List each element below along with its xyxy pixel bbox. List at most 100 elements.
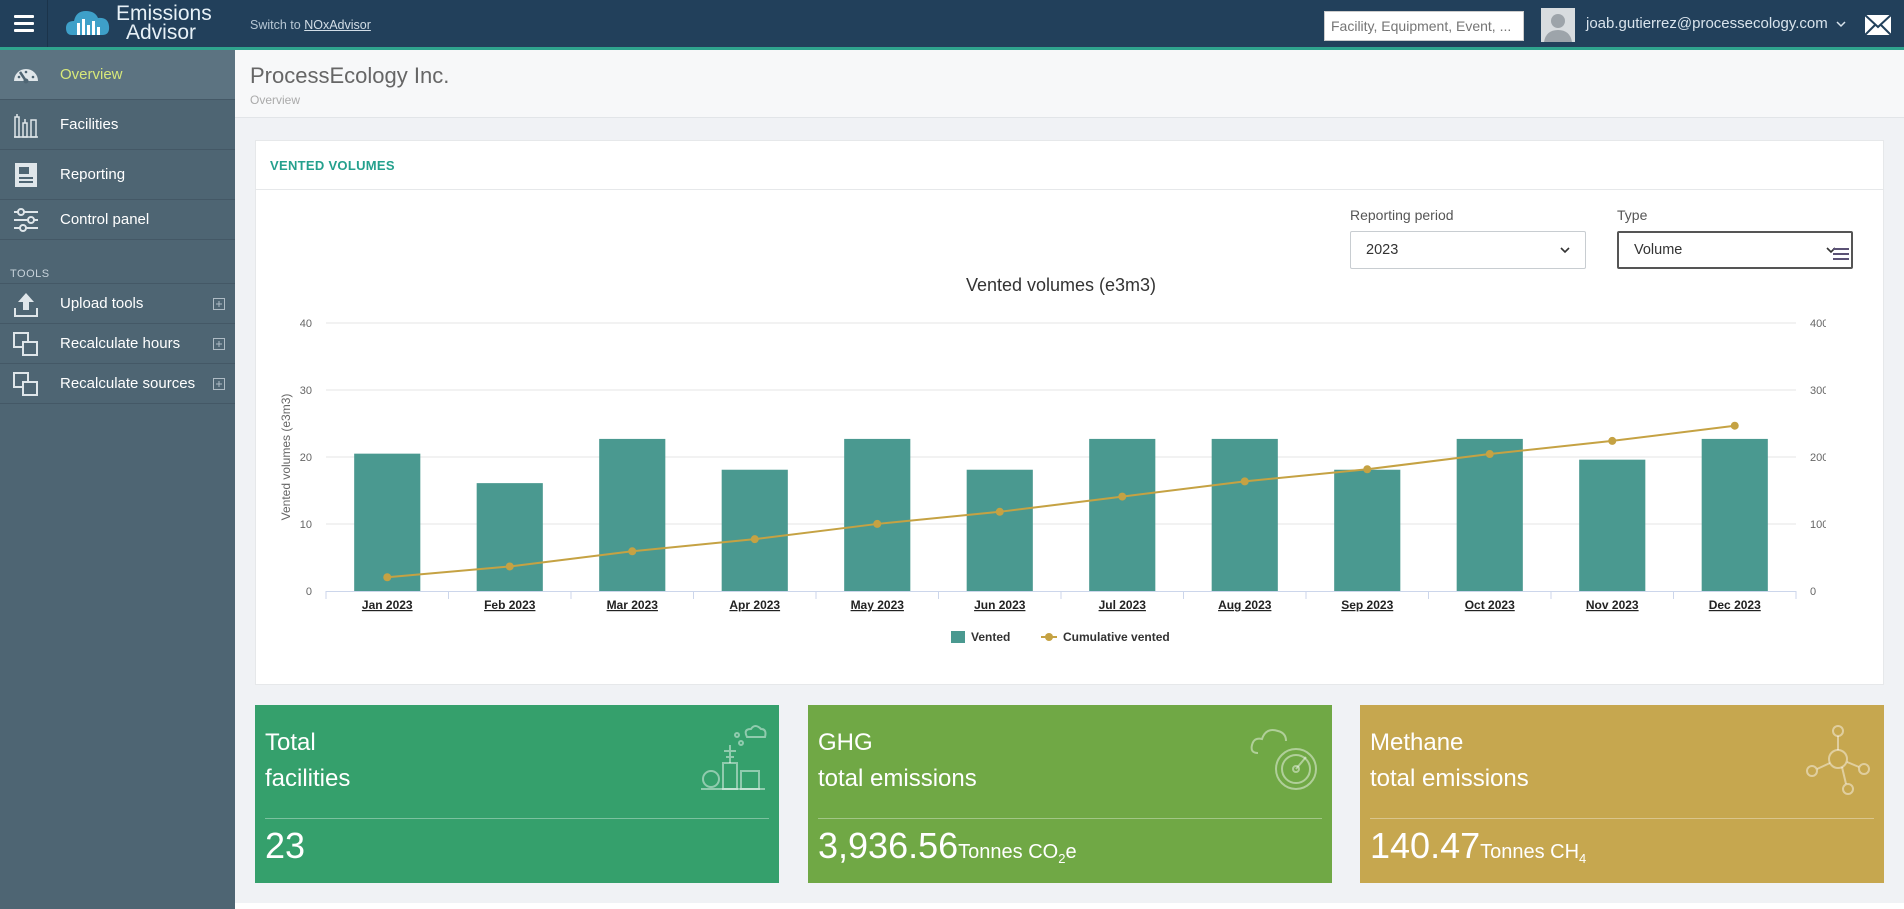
y-tick-label: 30 [300,385,312,397]
legend-label-vented: Vented [971,630,1010,644]
vented-volumes-chart: Vented volumes (e3m3) 0 10 20 30 400 100 200 300… [279,275,1826,644]
y-tick-label: 10 [300,519,312,531]
x-tick-label: Dec 2023 [1709,598,1761,612]
menu-toggle-button[interactable] [0,0,48,47]
bar-vented [966,469,1033,591]
molecule-icon [1806,725,1870,795]
x-tick-label: Oct 2023 [1465,598,1515,612]
x-tick-label: Nov 2023 [1586,598,1639,612]
y2-tick-label: 0 [1810,586,1816,598]
point-cumulative-vented [1118,492,1127,501]
point-cumulative-vented [628,547,637,556]
stat-tile-facilities[interactable]: Total facilities 23 [255,705,779,883]
switch-app: Switch to NOxAdvisor [250,18,371,32]
expand-plus-icon[interactable] [213,337,225,350]
chevron-down-icon [1560,246,1570,253]
logo-cloud-icon [66,11,110,35]
bar-vented [1089,438,1156,591]
sidebar-item-recalculate-sources[interactable]: Recalculate sources [0,364,235,404]
point-cumulative-vented [383,573,392,582]
sidebar-item-control-panel[interactable]: Control panel [0,200,235,240]
tools-section-header: TOOLS [0,240,235,284]
dashboard-icon [14,68,38,83]
card-title: VENTED VOLUMES [256,141,1883,190]
facility-plant-icon [701,725,767,790]
bar-vented [599,438,666,591]
y-tick-label: 20 [300,452,312,464]
bar-vented [1334,469,1401,591]
sliders-icon [14,207,38,232]
x-tick-label: Mar 2023 [607,598,659,612]
sidebar-item-facilities[interactable]: Facilities [0,100,235,150]
legend-label-cumulative: Cumulative vented [1063,630,1170,644]
y-tick-label: 0 [306,586,312,598]
expand-plus-icon[interactable] [213,377,225,390]
sidebar-item-reporting[interactable]: Reporting [0,150,235,200]
hamburger-icon [13,15,34,18]
y2-tick-label: 400 [1810,318,1826,330]
tile-value: 140.47Tonnes CH4 [1370,825,1587,866]
x-tick-label: Sep 2023 [1341,598,1393,612]
facilities-icon [14,113,38,138]
x-tick-label: Jul 2023 [1099,598,1147,612]
chart-title: Vented volumes (e3m3) [966,275,1156,295]
recalculate-icon [13,371,38,396]
bar-vented [1579,459,1646,591]
point-cumulative-vented [873,519,882,528]
legend-marker-cumulative [1045,633,1053,641]
reporting-icon [15,162,37,187]
x-tick-label: May 2023 [851,598,905,612]
mail-icon[interactable] [1864,13,1892,37]
sidebar-item-recalculate-hours[interactable]: Recalculate hours [0,324,235,364]
user-avatar-icon [1541,8,1575,42]
y2-tick-label: 200 [1810,452,1826,464]
search-input[interactable] [1324,11,1524,41]
logo-text: Emissions Advisor [116,2,212,44]
app-logo[interactable]: Emissions Advisor [64,2,212,44]
type-label: Type [1617,207,1648,223]
line-cumulative-vented [387,424,1735,579]
bar-vented [1701,438,1768,591]
bar-vented [476,483,543,591]
tile-title: Methane total emissions [1370,729,1529,792]
upload-icon [14,292,38,317]
expand-plus-icon[interactable] [213,297,225,310]
user-email: joab.gutierrez@processecology.com [1586,15,1828,32]
chart-menu-icon[interactable] [1833,247,1849,261]
x-tick-label: Apr 2023 [729,598,780,612]
user-menu[interactable]: joab.gutierrez@processecology.com [1586,15,1846,32]
point-cumulative-vented [505,562,514,571]
tile-value: 23 [265,825,306,866]
point-cumulative-vented [750,535,759,544]
cloud-gauge-icon [1250,729,1317,790]
point-cumulative-vented [1730,421,1739,430]
recalculate-icon [13,331,38,356]
top-bar: Emissions Advisor Switch to NOxAdvisor j… [0,0,1904,50]
tile-value: 3,936.56Tonnes CO2e [818,825,1077,866]
type-select[interactable]: Volume [1617,231,1853,269]
vented-volumes-card: VENTED VOLUMES Reporting period 2023 Typ… [255,140,1884,685]
legend-swatch-vented [951,631,965,643]
switch-app-link[interactable]: NOxAdvisor [304,18,371,32]
y2-tick-label: 300 [1810,385,1826,397]
point-cumulative-vented [1608,436,1617,445]
avatar[interactable] [1541,8,1575,42]
point-cumulative-vented [1363,465,1372,474]
sidebar-item-overview[interactable]: Overview [0,50,235,100]
x-tick-label: Jun 2023 [974,598,1026,612]
y2-tick-label: 100 [1810,519,1826,531]
reporting-period-select[interactable]: 2023 [1350,231,1586,269]
stat-tile-methane[interactable]: Methane total emissions 140.47Tonnes CH4 [1360,705,1884,883]
tile-title: GHG total emissions [818,729,977,792]
tile-title: Total facilities [265,729,351,792]
breadcrumb: Overview [250,93,301,107]
page-title: ProcessEcology Inc. [250,63,450,88]
sidebar-item-upload-tools[interactable]: Upload tools [0,284,235,324]
bar-vented [354,453,421,591]
x-tick-label: Aug 2023 [1218,598,1272,612]
stat-tile-ghg[interactable]: GHG total emissions 3,936.56Tonnes CO2e [808,705,1332,883]
bar-vented [721,469,788,591]
sidebar: Overview Facilities Reporting Control pa… [0,50,235,909]
point-cumulative-vented [1240,477,1249,486]
x-tick-label: Jan 2023 [362,598,413,612]
